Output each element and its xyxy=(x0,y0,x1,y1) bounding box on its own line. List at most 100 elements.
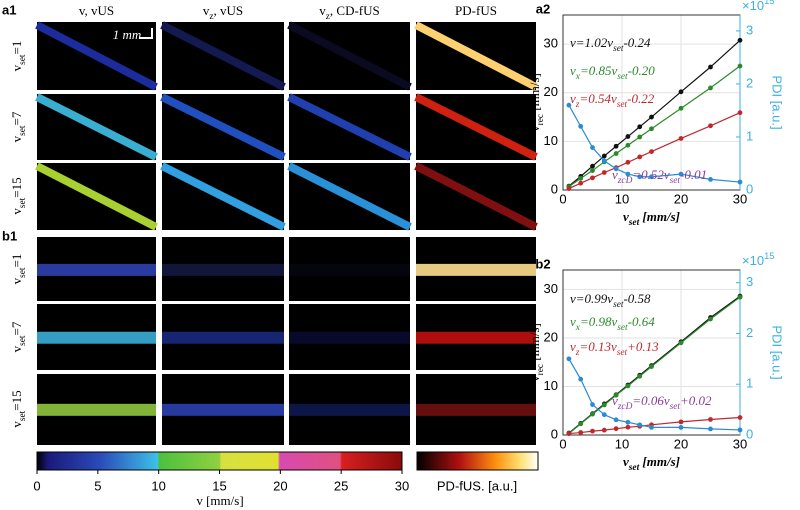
x-axis-label: vset [mm/s] xyxy=(623,209,680,228)
data-point xyxy=(566,356,572,362)
data-point xyxy=(625,159,631,165)
data-point xyxy=(678,171,684,177)
colorbar-tick-label: 10 xyxy=(151,478,165,493)
panel-label: a1 xyxy=(2,2,16,17)
panel-label: b2 xyxy=(535,256,550,271)
data-point xyxy=(601,412,607,418)
y2-tick-label: 1 xyxy=(746,128,753,143)
data-point xyxy=(708,123,713,129)
annotation-part: v xyxy=(570,63,576,78)
x-tick-label: 0 xyxy=(559,436,566,451)
annotation-part: =0.06v xyxy=(632,393,670,408)
column-header-part: z xyxy=(326,12,330,22)
column-header: v, vUS xyxy=(79,3,114,18)
row-label-part: v xyxy=(9,135,24,142)
scale-bar xyxy=(140,28,153,39)
x-tick-label: 0 xyxy=(559,191,566,206)
annotation: vzcD=0.06vset+0.02 xyxy=(612,393,712,412)
annotation-part: zcD xyxy=(617,176,633,186)
y-tick-label: 10 xyxy=(544,378,558,393)
vessel xyxy=(37,403,156,416)
vessel xyxy=(160,162,286,231)
vessel xyxy=(289,331,410,344)
y2-exponent-part: 15 xyxy=(764,0,774,6)
row-label-part: set xyxy=(18,335,28,346)
data-point xyxy=(578,376,584,382)
data-point xyxy=(590,145,595,150)
y2-tick-label: 2 xyxy=(746,325,753,340)
annotation-part: -0.24 xyxy=(623,35,651,50)
colorbar-label: PD-fUS. [a.u.] xyxy=(437,478,517,493)
data-point xyxy=(601,153,607,159)
data-point xyxy=(649,424,654,430)
vessel xyxy=(160,21,286,91)
annotation-part: x xyxy=(575,72,581,82)
colorbar-label: v [mm/s] xyxy=(196,493,243,508)
data-point xyxy=(678,136,684,141)
y-tick-label: 30 xyxy=(544,36,558,51)
y-axis-label-part: rec xyxy=(536,114,546,125)
annotation-part: v xyxy=(570,339,576,354)
x-axis-label-part: set xyxy=(628,218,640,228)
vessel xyxy=(416,403,536,416)
data-point xyxy=(590,411,595,417)
y-tick-label: 0 xyxy=(551,426,558,441)
y-axis-label-part: v xyxy=(527,375,542,382)
y2-tick-label: 3 xyxy=(746,274,753,289)
annotation-part: x xyxy=(575,323,581,333)
row-label: vset=1 xyxy=(9,41,28,72)
column-header-part: , vUS xyxy=(214,3,244,18)
data-point xyxy=(625,171,631,177)
row-label-part: set xyxy=(18,54,28,65)
vessel xyxy=(287,21,412,91)
y2-exponent: ×1015 xyxy=(742,0,774,13)
row-label: vset=7 xyxy=(9,111,28,142)
annotation: vx=0.85vset-0.20 xyxy=(570,63,655,82)
annotation: v=0.99vset-0.58 xyxy=(570,291,651,310)
annotation: vx=0.98vset-0.64 xyxy=(570,314,655,333)
y-axis-label-part: [mm/s] xyxy=(527,323,542,364)
row-label-part: =1 xyxy=(9,41,24,55)
data-point xyxy=(708,426,713,432)
image-grid xyxy=(35,21,538,445)
vessel xyxy=(414,93,538,161)
column-header-part: z xyxy=(209,12,213,22)
y-tick-label: 10 xyxy=(544,133,558,148)
data-point xyxy=(637,124,643,130)
data-point xyxy=(737,37,743,43)
data-point xyxy=(625,383,631,389)
column-header: vz, vUS xyxy=(203,3,243,22)
row-label-part: =15 xyxy=(9,390,24,410)
colorbar-tick-label: 0 xyxy=(33,478,40,493)
y-tick-label: 0 xyxy=(551,181,558,196)
column-header: PD-fUS xyxy=(455,3,497,18)
annotation-part: z xyxy=(575,348,580,358)
data-point xyxy=(613,166,619,172)
vessel xyxy=(289,263,410,276)
vessel xyxy=(289,403,410,416)
vessel xyxy=(416,263,536,276)
y2-tick-label: 1 xyxy=(746,376,753,391)
data-point xyxy=(590,175,595,181)
data-point xyxy=(578,430,584,435)
data-point xyxy=(590,168,595,173)
annotation-part: v=1.02v xyxy=(570,35,613,50)
data-point xyxy=(613,392,619,398)
data-point xyxy=(613,143,619,149)
data-point xyxy=(625,419,631,425)
vessel xyxy=(162,403,284,416)
y-axis-label-part: [mm/s] xyxy=(527,73,542,114)
row-label: vset=1 xyxy=(9,254,28,285)
column-header-part: v xyxy=(203,3,210,18)
data-point xyxy=(601,402,607,408)
data-point xyxy=(625,134,631,139)
vessel xyxy=(35,21,158,91)
y-axis-label-part: rec xyxy=(536,364,546,375)
data-point xyxy=(649,149,654,154)
column-header: vz, CD-fUS xyxy=(319,3,380,22)
x-tick-label: 20 xyxy=(674,436,688,451)
vessel xyxy=(37,331,156,344)
column-header-part: v xyxy=(319,3,326,18)
annotation-part: =0.13v xyxy=(579,339,617,354)
vessel xyxy=(414,162,538,231)
